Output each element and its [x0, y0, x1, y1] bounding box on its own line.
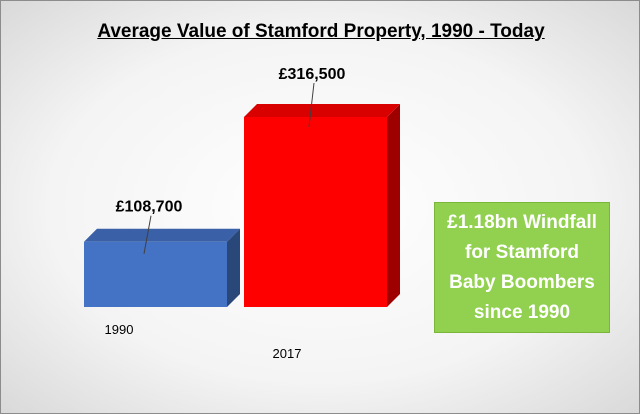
bar-top-face: [84, 228, 240, 242]
bar-front-face: [84, 241, 227, 307]
bar-side-face: [227, 228, 240, 307]
bar-2017: [244, 104, 400, 307]
bar-top-face: [244, 104, 400, 117]
windfall-callout: £1.18bn Windfall for Stamford Baby Boomb…: [434, 202, 610, 333]
data-label-leader: [308, 82, 315, 128]
data-label-1990: £108,700: [116, 199, 183, 216]
data-label-2017: £316,500: [279, 66, 346, 83]
bar-side-face: [387, 104, 400, 307]
category-label-2017: 2017: [273, 346, 302, 361]
bar-front-face: [244, 117, 387, 307]
data-label-leader: [143, 215, 152, 254]
category-label-1990: 1990: [105, 322, 134, 337]
chart-title: Average Value of Stamford Property, 1990…: [97, 21, 545, 42]
bar-1990: [84, 228, 240, 307]
